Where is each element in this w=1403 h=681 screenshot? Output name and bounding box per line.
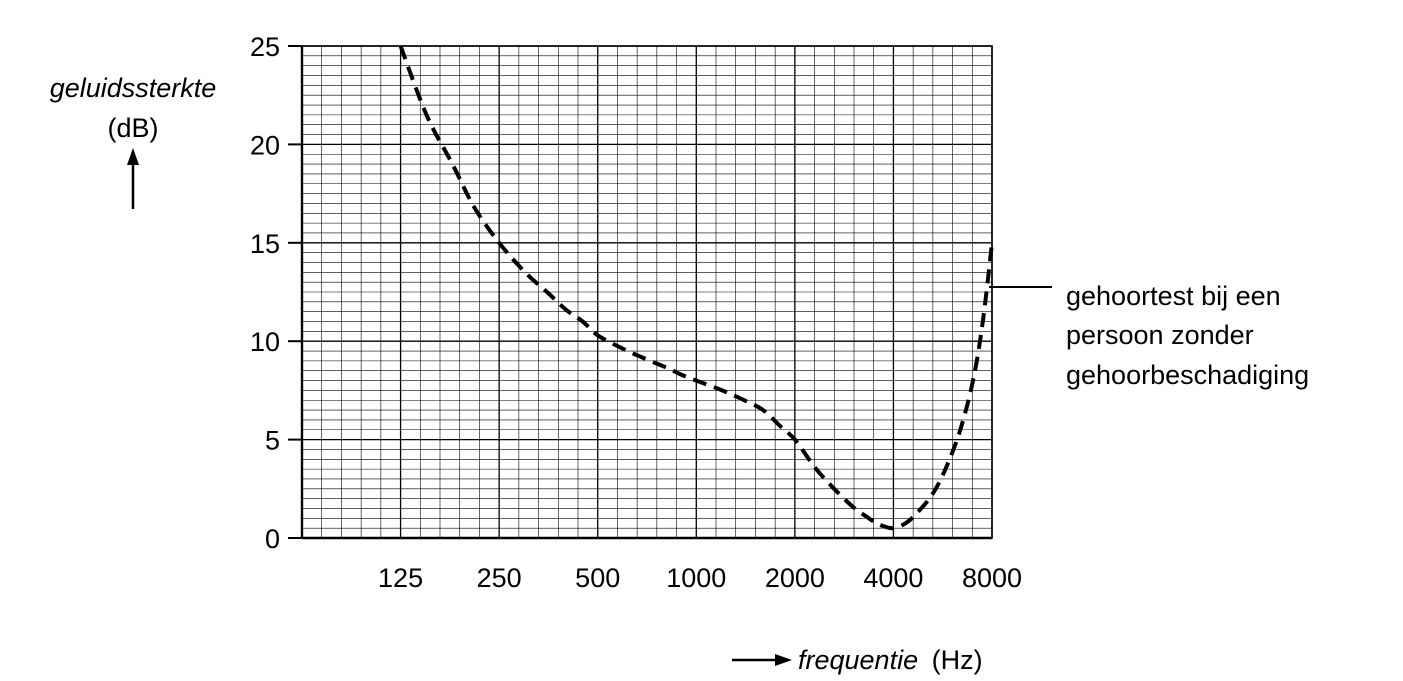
y-tick-label: 5 (265, 426, 280, 456)
annotation-line-3: gehoorbeschadiging (1066, 360, 1309, 390)
x-axis-label-unit: (Hz) (932, 645, 983, 675)
annotation-line-2: persoon zonder (1066, 320, 1254, 350)
y-tick-label: 0 (265, 524, 280, 554)
y-axis-label: geluidssterkte (50, 73, 217, 103)
y-tick-label: 20 (250, 130, 280, 160)
x-tick-label: 250 (477, 563, 522, 593)
x-axis-label-name: frequentie (798, 645, 918, 675)
x-axis-arrow-icon (732, 654, 792, 666)
series-layer (398, 45, 994, 531)
x-tick-label: 1000 (666, 563, 726, 593)
x-tick-labels: 125 250 500 1000 2000 4000 8000 (378, 563, 1022, 593)
x-tick-label: 2000 (765, 563, 825, 593)
x-tick-label: 4000 (863, 563, 923, 593)
series-line (398, 45, 994, 531)
x-tick-label: 500 (575, 563, 620, 593)
x-tick-label: 125 (378, 563, 423, 593)
y-tick-label: 15 (250, 229, 280, 259)
minor-grid (302, 46, 992, 538)
annotation-line-1: gehoortest bij een (1066, 281, 1281, 311)
y-tick-labels: 0 5 10 15 20 25 (250, 32, 302, 554)
y-tick-label: 10 (250, 327, 280, 357)
y-axis-arrow-icon (127, 148, 139, 209)
y-tick-label: 25 (250, 32, 280, 62)
x-axis-label: frequentie (Hz) (798, 645, 983, 675)
axes (300, 45, 993, 540)
x-tick-label: 8000 (962, 563, 1022, 593)
y-axis-unit: (dB) (107, 113, 158, 143)
